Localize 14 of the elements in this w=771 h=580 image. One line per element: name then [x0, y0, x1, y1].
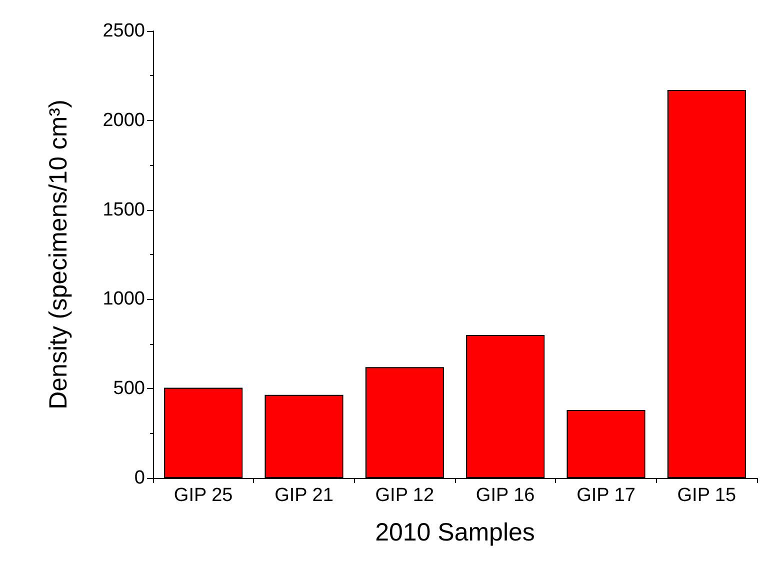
- x-tick-label: GIP 12: [375, 485, 434, 506]
- y-tick-label: 2500: [102, 20, 145, 42]
- x-tick-label: GIP 17: [576, 485, 636, 506]
- y-tick-label: 1500: [102, 199, 145, 220]
- y-tick-label: 2000: [102, 110, 145, 131]
- x-tick-label: GIP 25: [174, 485, 233, 506]
- x-tick-label: GIP 16: [476, 485, 535, 506]
- y-tick-label: 500: [113, 378, 145, 400]
- y-tick-label: 1000: [102, 288, 145, 310]
- y-tick-label: 0: [134, 468, 145, 488]
- x-tick-label: GIP 15: [677, 485, 736, 506]
- x-tick-label: GIP 21: [274, 485, 334, 506]
- x-axis-title: 2010 Samples: [375, 518, 535, 546]
- y-axis-title: Density (specimens/10 cm³): [44, 100, 72, 410]
